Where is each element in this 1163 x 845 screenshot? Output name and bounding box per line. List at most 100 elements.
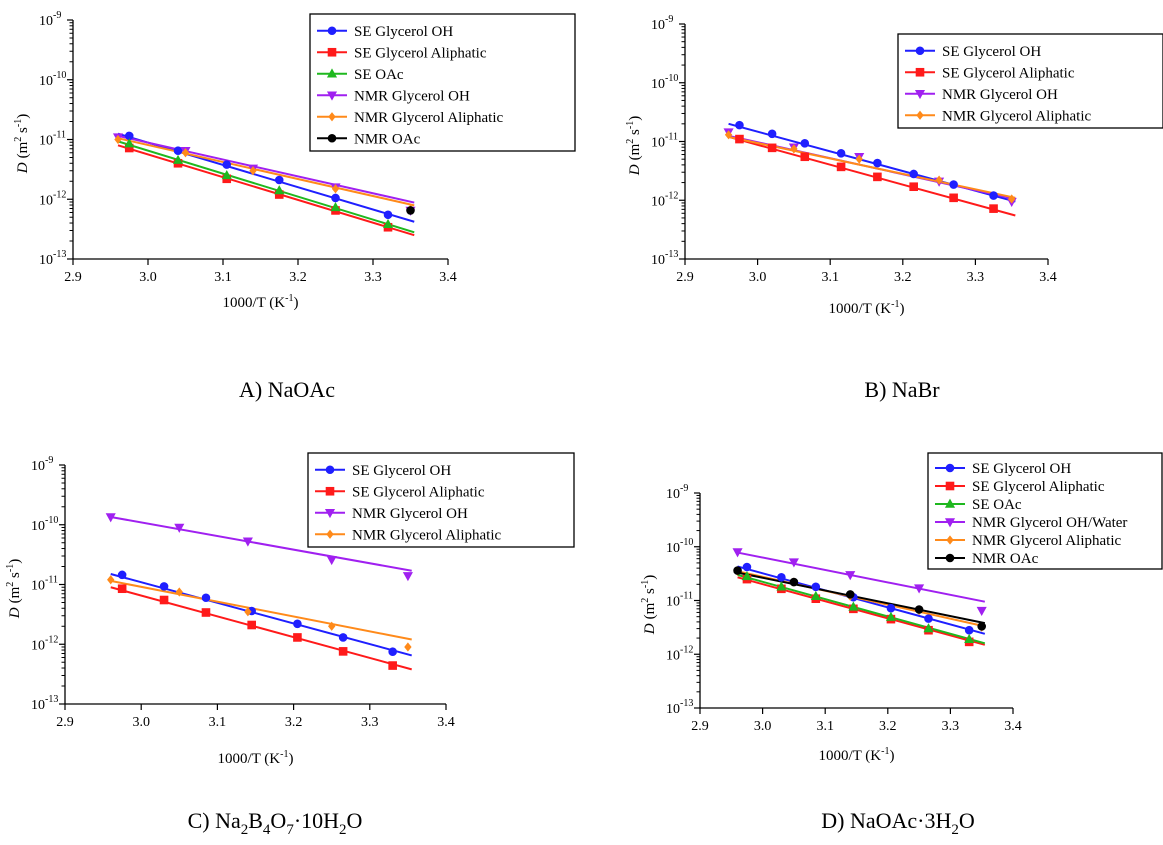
data-point	[274, 175, 284, 185]
y-tick-label: 10-11	[39, 130, 66, 149]
legend-label: SE Glycerol Aliphatic	[972, 479, 1105, 495]
data-point	[873, 172, 882, 182]
legend-marker	[944, 498, 956, 508]
data-point	[388, 661, 397, 670]
data-point	[924, 614, 933, 623]
legend-label: NMR OAc	[354, 131, 421, 147]
y-tick-label: 10-11	[666, 591, 693, 610]
y-axis-title: D(m2 s-1)	[5, 559, 23, 619]
fit-line	[737, 571, 986, 625]
data-point	[244, 607, 252, 617]
y-axis-title: D(m2 s-1)	[625, 116, 643, 176]
x-tick-label: 3.3	[942, 719, 960, 734]
x-tick-label: 3.4	[437, 715, 455, 730]
legend-box	[307, 452, 575, 548]
legend-marker	[326, 91, 338, 101]
data-point	[989, 204, 998, 213]
data-point	[1008, 194, 1016, 204]
x-tick-label: 3.4	[1004, 719, 1022, 734]
data-point	[935, 175, 943, 185]
x-axis-title: 1000/T (K-1)	[218, 749, 294, 767]
data-point	[388, 647, 397, 657]
data-point	[201, 593, 211, 603]
x-tick-label: 3.2	[894, 270, 912, 285]
x-tick-label: 3.2	[285, 715, 303, 730]
x-tick-label: 3.1	[821, 270, 839, 285]
data-point	[789, 577, 799, 587]
data-point	[331, 184, 340, 194]
data-point	[331, 193, 340, 203]
x-tick-label: 3.1	[209, 715, 227, 730]
x-axis-title: 1000/T (K-1)	[829, 299, 905, 317]
legend-marker	[324, 509, 336, 519]
panel-caption: A) NaOAc	[239, 377, 335, 402]
legend-box	[927, 452, 1163, 570]
y-tick-label: 10-10	[651, 73, 678, 92]
data-point	[174, 523, 185, 533]
panel-d: 2.9 3.0 3.1 3.2 3.3 3.4 10-13 10-12 10-11 10-10 10…	[640, 452, 1163, 838]
data-point	[107, 575, 115, 585]
legend-label: SE OAc	[972, 497, 1022, 513]
x-tick-label: 3.1	[816, 719, 834, 734]
legend-label: NMR Glycerol OH	[354, 88, 470, 104]
data-point	[735, 120, 744, 130]
data-point	[914, 605, 924, 614]
data-point	[964, 633, 975, 643]
legend-marker	[914, 90, 926, 100]
legend-marker	[944, 518, 956, 528]
data-point	[404, 642, 412, 652]
x-tick-label: 3.3	[364, 270, 382, 285]
fit-line	[117, 140, 415, 234]
data-point	[159, 595, 169, 605]
data-point	[848, 601, 859, 611]
legend: SE Glycerol OH SE Glycerol Aliphatic SE OA…	[927, 452, 1163, 570]
y-tick-label: 10-13	[651, 249, 678, 268]
y-tick-label: 10-10	[666, 537, 693, 556]
data-point	[724, 130, 733, 140]
x-tick-label: 3.2	[879, 719, 897, 734]
data-point	[855, 154, 863, 164]
data-point	[810, 590, 821, 600]
legend-label: NMR Glycerol Aliphatic	[354, 110, 503, 126]
x-tick-label: 3.2	[289, 270, 307, 285]
data-point	[914, 584, 925, 594]
data-point	[886, 603, 896, 613]
legend-label: NMR Glycerol OH/Water	[972, 515, 1127, 531]
legend-label: SE Glycerol OH	[942, 44, 1041, 60]
data-point	[330, 201, 341, 212]
x-tick-label: 2.9	[56, 715, 74, 730]
y-tick-label: 10-10	[39, 70, 66, 89]
y-tick-label: 10-12	[31, 634, 58, 653]
panel-a: 2.9 3.0 3.1 3.2 3.3 3.4 10-13 10-12 10-11 10-10 10…	[13, 10, 576, 402]
data-point	[776, 581, 787, 591]
data-point	[949, 180, 958, 189]
legend: SE Glycerol OH SE Glycerol Aliphatic NMR G…	[897, 33, 1163, 129]
y-axis-title: D(m2 s-1)	[13, 114, 31, 174]
data-point	[800, 152, 810, 162]
data-point	[836, 162, 846, 172]
x-tick-label: 3.4	[439, 270, 457, 285]
y-tick-label: 10-9	[666, 483, 688, 502]
legend: SE Glycerol OH SE Glycerol Aliphatic NMR G…	[307, 452, 575, 548]
data-point	[735, 134, 744, 144]
y-tick-label: 10-9	[651, 14, 673, 33]
data-point	[800, 139, 810, 148]
x-tick-label: 3.0	[749, 270, 767, 285]
legend: SE Glycerol OH SE Glycerol Aliphatic SE OA…	[309, 13, 576, 152]
legend-label: NMR Glycerol Aliphatic	[352, 527, 501, 543]
panel-b: 2.9 3.0 3.1 3.2 3.3 3.4 10-13 10-12 10-11 10-10 10…	[625, 14, 1163, 402]
legend-label: SE Glycerol OH	[972, 461, 1071, 477]
data-point	[811, 582, 821, 592]
x-tick-label: 3.0	[754, 719, 772, 734]
y-tick-label: 10-11	[651, 132, 678, 151]
data-point	[221, 170, 232, 180]
fit-line	[110, 515, 412, 572]
data-point	[402, 572, 413, 582]
fit-line	[737, 573, 986, 645]
x-axis-title: 1000/T (K-1)	[819, 746, 895, 764]
fit-line	[117, 144, 415, 237]
legend-label: NMR Glycerol OH	[942, 87, 1058, 103]
y-tick-label: 10-13	[666, 698, 693, 717]
legend-marker	[327, 47, 337, 57]
